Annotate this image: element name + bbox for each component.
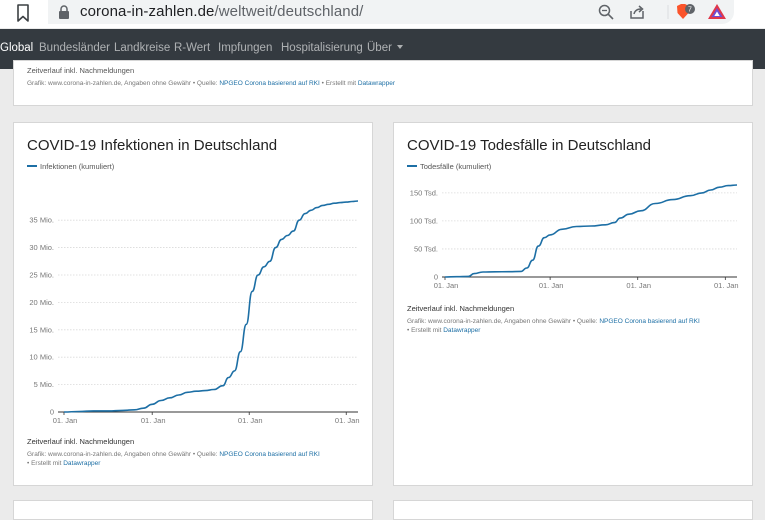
x-tick-label: 01. Jan: [335, 416, 360, 425]
brave-badge-count: 7: [688, 7, 692, 14]
url-path: /weltweit/deutschland/: [214, 3, 364, 20]
x-tick-label: 01. Jan: [539, 281, 564, 290]
infections-chart-card: COVID-19 Infektionen in Deutschland Infe…: [13, 122, 373, 486]
share-icon[interactable]: [628, 3, 646, 21]
y-tick-label: 20 Mio.: [29, 298, 54, 307]
brave-rewards-icon[interactable]: [707, 3, 727, 21]
nav-item-ueber[interactable]: Über: [367, 42, 403, 54]
infections-source: Grafik: www.corona-in-zahlen.de, Angaben…: [27, 450, 367, 468]
infections-made-with-text: • Erstellt mit: [27, 460, 62, 467]
divider-icon: [667, 5, 669, 19]
top-card-source: Grafik: www.corona-in-zahlen.de, Angaben…: [27, 79, 395, 88]
top-chart-card: Zeitverlauf inkl. Nachmeldungen Grafik: …: [13, 60, 753, 106]
browser-toolbar: corona-in-zahlen.de/weltweit/deutschland…: [0, 0, 765, 28]
top-card-datawrapper-link[interactable]: Datawrapper: [357, 80, 396, 87]
deaths-line-chart: 0 50 Tsd. 100 Tsd. 150 Tsd. 01. Jan 01. Jan 01…: [410, 184, 739, 290]
deaths-chart-title: COVID-19 Todesfälle in Deutschland: [407, 137, 652, 154]
lock-icon[interactable]: [58, 5, 70, 19]
deaths-source-text: Grafik: www.corona-in-zahlen.de, Angaben…: [407, 318, 598, 325]
nav-item-bundeslaender[interactable]: Bundesländer: [39, 42, 110, 54]
y-tick-label: 0: [50, 408, 54, 417]
brave-shields-icon[interactable]: 7: [674, 3, 696, 21]
y-tick-label: 15 Mio.: [29, 325, 54, 334]
deaths-source: Grafik: www.corona-in-zahlen.de, Angaben…: [407, 317, 747, 335]
nav-item-ueber-label: Über: [367, 42, 392, 54]
y-tick-label: 0: [434, 273, 438, 282]
x-tick-label: 01. Jan: [53, 416, 78, 425]
deaths-note: Zeitverlauf inkl. Nachmeldungen: [407, 304, 515, 313]
y-tick-label: 150 Tsd.: [410, 188, 438, 197]
next-chart-card-left: [13, 500, 373, 520]
infections-note: Zeitverlauf inkl. Nachmeldungen: [27, 437, 135, 446]
x-tick-label: 01. Jan: [141, 416, 166, 425]
nav-item-landkreise[interactable]: Landkreise: [114, 42, 171, 54]
series-line: [444, 184, 738, 278]
nav-item-impfungen[interactable]: Impfungen: [218, 42, 273, 54]
url-domain: corona-in-zahlen.de: [80, 3, 215, 20]
infections-source-link[interactable]: NPGEO Corona basierend auf RKI: [219, 451, 320, 458]
infections-legend-label: Infektionen (kumuliert): [40, 162, 115, 171]
deaths-source-link[interactable]: NPGEO Corona basierend auf RKI: [599, 318, 700, 325]
deaths-legend-label: Todesfälle (kumuliert): [420, 162, 492, 171]
chevron-down-icon: [396, 45, 403, 49]
x-tick-label: 01. Jan: [714, 281, 739, 290]
top-card-note: Zeitverlauf inkl. Nachmeldungen: [27, 66, 135, 75]
series-line: [63, 200, 359, 413]
infections-source-text: Grafik: www.corona-in-zahlen.de, Angaben…: [27, 451, 218, 458]
deaths-datawrapper-link[interactable]: Datawrapper: [443, 327, 481, 334]
top-card-source-text: Grafik: www.corona-in-zahlen.de, Angaben…: [27, 80, 218, 87]
x-tick-label: 01. Jan: [434, 281, 459, 290]
x-tick-label: 01. Jan: [626, 281, 651, 290]
next-chart-card-right: [393, 500, 753, 520]
top-card-source-link[interactable]: NPGEO Corona basierend auf RKI: [219, 80, 320, 87]
nav-item-global[interactable]: Global: [0, 42, 34, 54]
zoom-icon[interactable]: [597, 3, 615, 21]
nav-item-r-wert[interactable]: R-Wert: [174, 42, 211, 54]
top-card-made-with-text: • Erstellt mit: [321, 80, 357, 87]
deaths-made-with-text: • Erstellt mit: [407, 327, 442, 334]
legend-swatch: [27, 165, 37, 167]
nav-item-hospitalisierung[interactable]: Hospitalisierung: [281, 42, 363, 54]
x-tick-label: 01. Jan: [238, 416, 263, 425]
deaths-chart-card: COVID-19 Todesfälle in Deutschland Todes…: [393, 122, 753, 486]
address-bar[interactable]: [48, 0, 734, 24]
url-text[interactable]: corona-in-zahlen.de/weltweit/deutschland…: [80, 3, 363, 20]
legend-swatch: [407, 165, 417, 167]
y-tick-label: 25 Mio.: [29, 270, 54, 279]
y-tick-label: 50 Tsd.: [414, 244, 438, 253]
y-tick-label: 35 Mio.: [29, 216, 54, 225]
infections-legend: Infektionen (kumuliert): [27, 162, 114, 171]
infections-datawrapper-link[interactable]: Datawrapper: [63, 460, 101, 467]
deaths-legend: Todesfälle (kumuliert): [407, 162, 491, 171]
y-tick-label: 100 Tsd.: [410, 216, 438, 225]
y-tick-label: 30 Mio.: [29, 243, 54, 252]
bookmark-icon[interactable]: [16, 4, 30, 22]
y-tick-label: 5 Mio.: [34, 380, 54, 389]
infections-line-chart: 0 5 Mio. 10 Mio. 15 Mio. 20 Mio. 25 Mio. 30 Mi…: [29, 200, 360, 425]
y-tick-label: 10 Mio.: [29, 353, 54, 362]
infections-chart-title: COVID-19 Infektionen in Deutschland: [27, 137, 278, 154]
